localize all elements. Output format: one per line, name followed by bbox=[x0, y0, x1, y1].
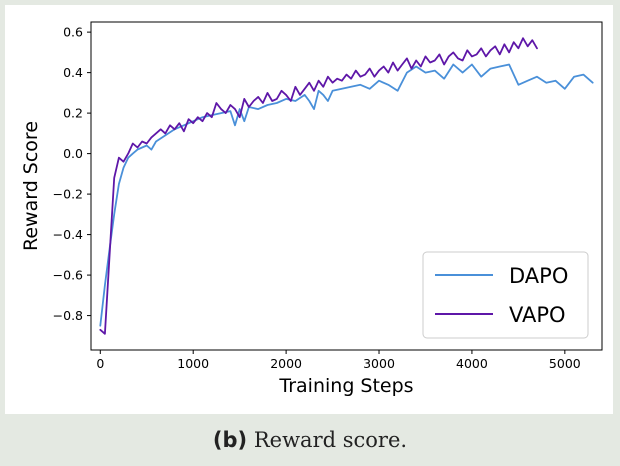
y-tick-label: 0.6 bbox=[63, 25, 83, 40]
x-tick-label: 3000 bbox=[363, 356, 395, 371]
y-tick-label: 0.0 bbox=[63, 146, 83, 161]
series-line-vapo bbox=[99, 37, 538, 335]
legend-label-dapo: DAPO bbox=[509, 264, 568, 288]
y-tick-label: −0.6 bbox=[53, 268, 83, 283]
x-tick-label: 2000 bbox=[270, 356, 302, 371]
caption-tag: (b) bbox=[212, 428, 248, 452]
y-tick-label: −0.8 bbox=[53, 308, 83, 323]
y-axis-label: Reward Score bbox=[20, 121, 42, 251]
legend-label-vapo: VAPO bbox=[509, 303, 566, 327]
figure-caption: (b) Reward score. bbox=[0, 428, 620, 452]
y-tick-label: −0.2 bbox=[53, 187, 83, 202]
reward-score-chart: 0 1000 2000 3000 4000 5000 −0.8 −0.6 −0.4 −0.2 0.0… bbox=[20, 21, 603, 397]
plot-frame bbox=[90, 21, 603, 351]
x-tick-label: 4000 bbox=[456, 356, 488, 371]
x-tick-label: 1000 bbox=[177, 356, 209, 371]
y-tick-label: 0.2 bbox=[63, 106, 83, 121]
series-line-dapo bbox=[99, 63, 594, 327]
caption-text: Reward score. bbox=[253, 428, 408, 452]
legend-box bbox=[422, 251, 589, 339]
y-tick-label: −0.4 bbox=[53, 227, 83, 242]
x-axis-label: Training Steps bbox=[278, 375, 413, 397]
x-tick-label: 0 bbox=[96, 356, 104, 371]
x-tick-label: 5000 bbox=[549, 356, 581, 371]
y-tick-label: 0.4 bbox=[63, 65, 83, 80]
figure-panel: 0 1000 2000 3000 4000 5000 −0.8 −0.6 −0.4 −0.2 0.0… bbox=[5, 5, 613, 414]
